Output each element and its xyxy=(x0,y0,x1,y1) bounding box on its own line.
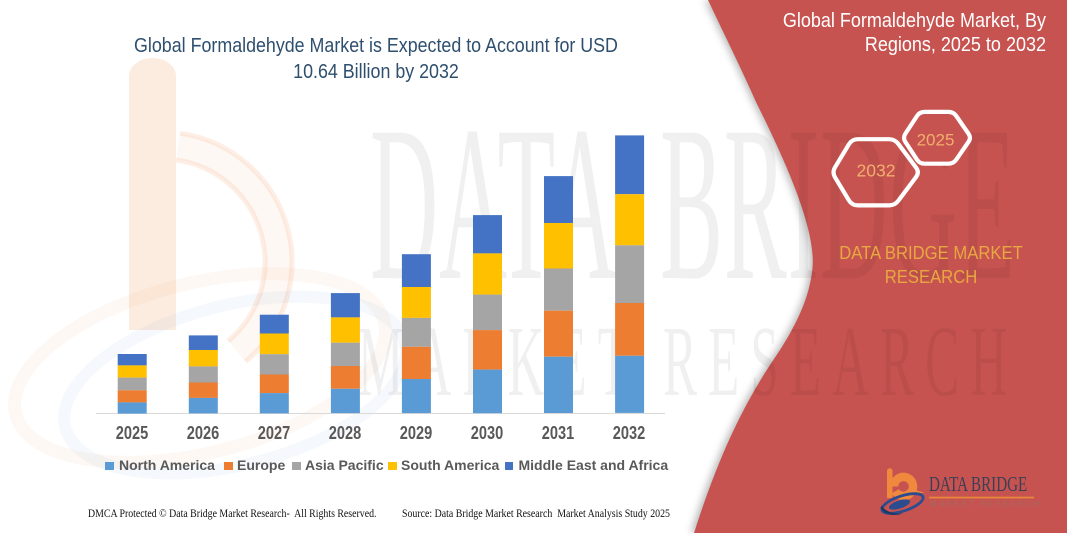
svg-text:MARKET RESEARCH: MARKET RESEARCH xyxy=(930,499,1041,508)
svg-text:2032: 2032 xyxy=(857,161,896,181)
svg-text:2025: 2025 xyxy=(917,131,955,150)
svg-text:DATA BRIDGE: DATA BRIDGE xyxy=(929,473,1027,496)
